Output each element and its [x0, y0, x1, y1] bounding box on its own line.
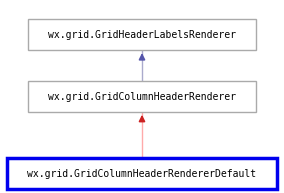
Text: wx.grid.GridHeaderLabelsRenderer: wx.grid.GridHeaderLabelsRenderer	[48, 30, 236, 40]
Bar	[28, 81, 256, 112]
Bar	[28, 19, 256, 50]
Text: wx.grid.GridColumnHeaderRendererDefault: wx.grid.GridColumnHeaderRendererDefault	[28, 169, 256, 179]
Bar	[7, 158, 277, 189]
Text: wx.grid.GridColumnHeaderRenderer: wx.grid.GridColumnHeaderRenderer	[48, 91, 236, 102]
